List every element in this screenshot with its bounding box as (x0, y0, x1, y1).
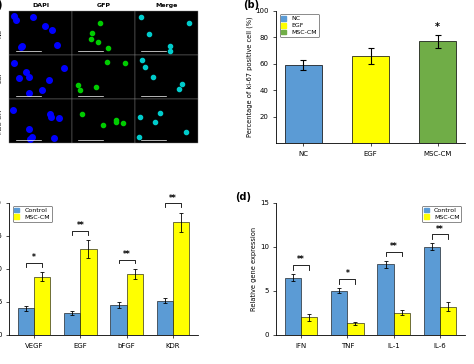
Text: **: ** (297, 256, 305, 264)
Bar (135, 99, 198, 143)
Text: (d): (d) (235, 192, 251, 202)
Bar (72, 11, 135, 55)
Y-axis label: Relative gene expression: Relative gene expression (251, 227, 257, 311)
Bar (72, 55, 135, 99)
Legend: Control, MSC-CM: Control, MSC-CM (422, 206, 461, 222)
Text: Merge: Merge (155, 3, 177, 8)
Text: **: ** (76, 221, 84, 230)
Bar (285, 65, 322, 143)
Y-axis label: Percentage of ki-67 positive cell (%): Percentage of ki-67 positive cell (%) (246, 17, 253, 137)
Bar (110, 305, 127, 335)
Bar (135, 55, 198, 99)
Bar (9, 99, 72, 143)
Bar (135, 11, 198, 55)
Text: **: ** (169, 194, 177, 203)
Bar (156, 301, 173, 335)
Text: NC: NC (0, 28, 2, 37)
Bar (331, 291, 347, 335)
Text: **: ** (436, 225, 444, 233)
Bar (347, 324, 364, 335)
Bar (72, 99, 135, 143)
Bar (419, 41, 456, 143)
Text: GFP: GFP (97, 3, 110, 8)
Bar (301, 317, 318, 335)
Bar (81, 249, 97, 335)
Bar (285, 278, 301, 335)
Text: MSC-CM: MSC-CM (0, 108, 2, 134)
Text: *: * (435, 22, 440, 32)
Legend: NC, EGF, MSC-CM: NC, EGF, MSC-CM (280, 14, 319, 37)
Bar (440, 307, 456, 335)
Bar (173, 222, 189, 335)
Bar (18, 308, 34, 335)
Bar (377, 264, 393, 335)
Bar (393, 313, 410, 335)
Text: **: ** (123, 250, 130, 259)
Text: *: * (346, 269, 349, 278)
Bar (424, 247, 440, 335)
Text: *: * (32, 253, 36, 262)
Bar (9, 11, 72, 55)
Bar (127, 274, 143, 335)
Text: (a): (a) (0, 0, 2, 10)
Bar (64, 313, 81, 335)
Text: **: ** (390, 242, 398, 251)
Bar (9, 55, 72, 99)
Bar (34, 277, 50, 335)
Text: (b): (b) (243, 0, 259, 10)
Text: DAPI: DAPI (32, 3, 49, 8)
Bar (352, 56, 389, 143)
Legend: Control, MSC-CM: Control, MSC-CM (13, 206, 52, 222)
Text: EGF: EGF (0, 71, 2, 83)
